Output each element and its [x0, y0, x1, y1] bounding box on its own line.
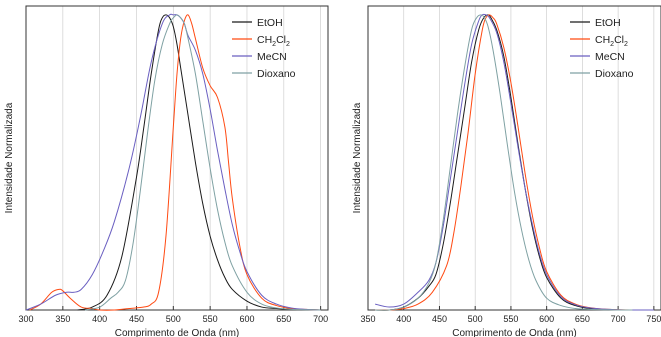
legend-label: EtOH [257, 17, 283, 29]
chart-panel-right: 350 400 450 500 550 600 650 700 750 Comprimento d… [352, 5, 661, 337]
series-line-dioxano [375, 14, 633, 311]
series-line-etoh [77, 14, 321, 311]
legend-label: CH2Cl2 [595, 34, 628, 48]
legend-label: EtOH [595, 17, 621, 29]
x-tick-label: 750 [646, 314, 661, 324]
x-tick-label: 600 [239, 314, 254, 324]
series-line-ch2cl2 [375, 14, 633, 311]
legend-label: MeCN [257, 51, 287, 63]
x-tick-label: 400 [92, 314, 107, 324]
x-tick-label: 300 [18, 314, 33, 324]
x-axis-title: Comprimento de Onda (nm) [115, 328, 240, 337]
plot-frame [25, 5, 329, 311]
series-line-ch2cl2 [29, 14, 321, 311]
series-line-etoh [375, 14, 633, 311]
x-tick-label: 650 [575, 314, 590, 324]
x-tick-label: 650 [276, 314, 291, 324]
x-tick-label: 700 [611, 314, 626, 324]
x-axis-title: Comprimento de Onda (nm) [452, 328, 577, 337]
x-tick-label: 350 [55, 314, 70, 324]
y-axis-title: Intensidade Normalizada [4, 102, 15, 213]
x-tick-label: 600 [539, 314, 554, 324]
chart-panel-left: 300 350 400 450 500 550 600 650 700 Comprimento d… [4, 5, 329, 337]
x-tick-label: 500 [468, 314, 483, 324]
x-tick-label: 450 [432, 314, 447, 324]
legend-label: Dioxano [595, 68, 634, 80]
x-tick-label: 700 [313, 314, 328, 324]
x-tick-label: 550 [203, 314, 218, 324]
legend-label: CH2Cl2 [257, 34, 290, 48]
x-tick-label: 500 [166, 314, 181, 324]
x-tick-label: 400 [396, 314, 411, 324]
series-line-dioxano [84, 14, 321, 311]
legend-label: MeCN [595, 51, 625, 63]
x-tick-label: 350 [360, 314, 375, 324]
plot-frame [367, 5, 661, 311]
y-axis-title: Intensidade Normalizada [352, 102, 363, 213]
legend-label: Dioxano [257, 68, 296, 80]
x-tick-label: 450 [129, 314, 144, 324]
x-tick-label: 550 [503, 314, 518, 324]
